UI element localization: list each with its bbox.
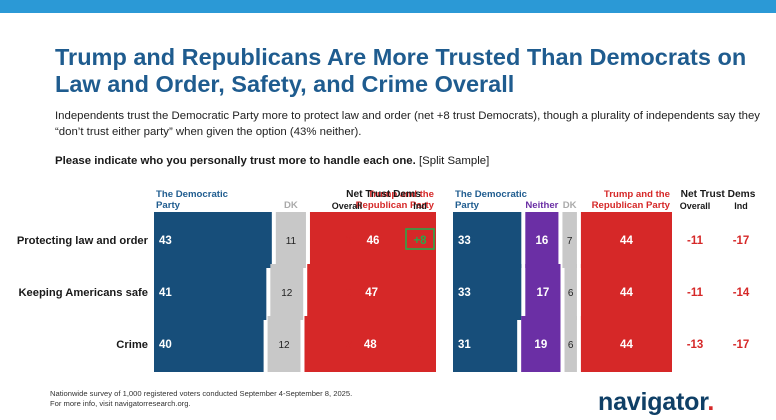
- net-overall-value: -11: [687, 287, 704, 299]
- footnote: Nationwide survey of 1,000 registered vo…: [50, 389, 470, 408]
- net-overall-value: -11: [687, 235, 704, 247]
- net-ind-value: -17: [733, 339, 750, 351]
- page-title: Trump and Republicans Are More Trusted T…: [55, 44, 747, 97]
- bar-republican: [309, 212, 436, 268]
- net-ind-value: -17: [733, 235, 750, 247]
- data-label-neither: 17: [537, 287, 550, 299]
- legend-dk: DK: [563, 200, 577, 211]
- data-label-democratic: 33: [458, 287, 471, 299]
- net-ind-value: +8: [413, 235, 427, 247]
- data-label-neither: 19: [534, 339, 547, 351]
- bar-republican: [580, 212, 672, 268]
- net-overall-value: -6: [342, 287, 352, 299]
- data-label-neither: 16: [535, 235, 548, 247]
- question-text: Please indicate who you personally trust…: [55, 155, 416, 167]
- legend-democratic-line1: The Democratic: [455, 189, 528, 200]
- net-ind-value: -14: [733, 287, 750, 299]
- data-label-dk: 6: [568, 288, 574, 299]
- bar-dk: [267, 316, 301, 372]
- category-label: Protecting law and order: [17, 235, 149, 247]
- footnote-line-2: For more info, visit navigatorresearch.o…: [50, 398, 191, 408]
- legend-republican-line1: Trump and the: [604, 189, 670, 200]
- page-subtitle: Independents trust the Democratic Party …: [55, 110, 761, 138]
- data-label-dk: 11: [286, 236, 297, 247]
- data-label-democratic: 41: [159, 287, 172, 299]
- bar-republican: [580, 264, 672, 320]
- legend-dk: DK: [284, 200, 298, 211]
- data-label-dk: 12: [278, 340, 290, 351]
- data-label-democratic: 33: [458, 235, 471, 247]
- net-ind-header: Ind: [413, 201, 427, 211]
- data-label-republican: 48: [364, 339, 377, 351]
- net-trust-header: Net Trust Dems: [681, 189, 756, 200]
- bar-republican: [307, 264, 436, 320]
- net-overall-header: Overall: [680, 201, 711, 211]
- legend-republican-line1: Trump and the: [368, 189, 434, 200]
- logo-text: navigator: [598, 388, 708, 416]
- data-label-democratic: 31: [458, 339, 471, 351]
- data-label-republican: 44: [620, 287, 633, 299]
- data-label-republican: 44: [620, 339, 633, 351]
- legend-republican-line2: Republican Party: [356, 200, 435, 211]
- data-label-democratic: 43: [159, 235, 172, 247]
- data-label-dk: 12: [281, 288, 293, 299]
- bar-democratic: [154, 212, 272, 268]
- data-label-dk: 7: [567, 236, 573, 247]
- net-overall-value: -8: [342, 339, 353, 351]
- legend-democratic-line1: The Democratic: [156, 189, 229, 200]
- legend-neither: Neither: [525, 200, 558, 211]
- bar-democratic: [453, 212, 522, 268]
- data-label-dk: 6: [568, 340, 574, 351]
- survey-question: Please indicate who you personally trust…: [55, 154, 755, 169]
- bar-republican: [580, 316, 672, 372]
- bar-democratic: [154, 316, 264, 372]
- category-label: Keeping Americans safe: [18, 287, 148, 299]
- bar-dk: [270, 264, 304, 320]
- legend-democratic-line2: Party: [455, 200, 480, 211]
- bar-dk: [564, 316, 577, 372]
- footnote-line-1: Nationwide survey of 1,000 registered vo…: [50, 389, 353, 398]
- logo-dot: .: [707, 388, 715, 416]
- net-ind-value: -1: [415, 287, 426, 299]
- data-label-republican: 46: [367, 235, 380, 247]
- net-trust-header: Net Trust Dems: [346, 189, 421, 200]
- net-ind-value: -11: [412, 339, 429, 351]
- bar-neither: [521, 316, 561, 372]
- legend-democratic-line2: Party: [156, 200, 181, 211]
- top-accent-bar: [0, 0, 776, 13]
- net-overall-header: Overall: [332, 201, 363, 211]
- data-label-democratic: 40: [159, 339, 172, 351]
- data-label-republican: 44: [620, 235, 633, 247]
- bar-neither: [525, 264, 561, 320]
- bar-neither: [525, 212, 559, 268]
- category-label: Crime: [116, 339, 148, 351]
- bar-dk: [564, 264, 577, 320]
- navigator-logo: navigator.: [598, 388, 714, 417]
- data-label-republican: 47: [365, 287, 378, 299]
- bar-democratic: [453, 316, 518, 372]
- net-ind-header: Ind: [734, 201, 748, 211]
- bar-dk: [275, 212, 306, 268]
- highlight-box: [405, 228, 435, 250]
- bar-republican: [304, 316, 436, 372]
- bar-dk: [562, 212, 577, 268]
- legend-republican-line2: Republican Party: [592, 200, 671, 211]
- net-overall-value: -13: [687, 339, 704, 351]
- question-note: [Split Sample]: [418, 155, 490, 167]
- bar-democratic: [453, 264, 522, 320]
- bar-democratic: [154, 264, 267, 320]
- net-overall-value: -3: [342, 235, 352, 247]
